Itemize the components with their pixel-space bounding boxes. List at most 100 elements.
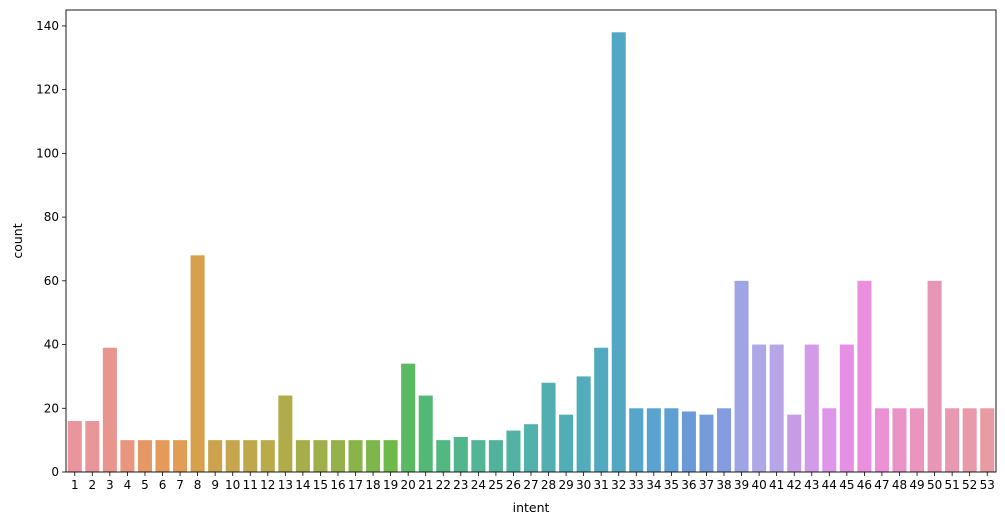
bar-25: [488, 440, 503, 472]
x-tick-label: 21: [418, 478, 433, 492]
bar-36: [681, 411, 696, 472]
x-tick-label: 12: [260, 478, 275, 492]
x-tick-label: 42: [787, 478, 802, 492]
bar-27: [523, 424, 539, 472]
x-tick-label: 51: [944, 478, 959, 492]
x-tick-label: 37: [699, 478, 714, 492]
y-tick-label: 40: [44, 338, 59, 352]
bar-41: [769, 344, 784, 472]
x-tick-label: 31: [594, 478, 609, 492]
x-axis-label: intent: [513, 500, 550, 515]
x-tick-label: 43: [804, 478, 819, 492]
bar-46: [857, 280, 872, 472]
x-tick-label: 44: [822, 478, 837, 492]
bar-15: [313, 440, 328, 472]
x-tick-label: 23: [453, 478, 468, 492]
bar-26: [506, 430, 521, 472]
bar-35: [664, 408, 679, 472]
y-tick-label: 80: [44, 210, 59, 224]
bar-28: [541, 382, 556, 472]
bar-42: [787, 414, 802, 472]
x-tick-label: 14: [295, 478, 310, 492]
bar-7: [173, 440, 188, 472]
x-tick-label: 29: [558, 478, 573, 492]
x-tick-label: 49: [909, 478, 924, 492]
bar-47: [874, 408, 889, 472]
bar-43: [804, 344, 819, 472]
x-tick-label: 48: [892, 478, 907, 492]
bar-22: [436, 440, 451, 472]
bar-53: [980, 408, 995, 472]
x-tick-label: 28: [541, 478, 556, 492]
x-tick-label: 2: [89, 478, 97, 492]
plot-frame: [65, 9, 997, 473]
x-tick-label: 32: [611, 478, 626, 492]
x-tick-label: 8: [194, 478, 202, 492]
bar-21: [418, 395, 433, 472]
bar-30: [576, 376, 591, 472]
x-tick-label: 6: [159, 478, 167, 492]
bar-17: [348, 440, 363, 472]
x-tick-label: 52: [962, 478, 977, 492]
x-tick-label: 5: [141, 478, 149, 492]
x-tick-label: 13: [278, 478, 293, 492]
x-tick-label: 41: [769, 478, 784, 492]
bar-37: [699, 414, 714, 472]
x-tick-label: 50: [927, 478, 942, 492]
bar-31: [594, 347, 609, 472]
x-tick-label: 9: [211, 478, 219, 492]
bar-32: [611, 32, 626, 473]
x-tick-label: 10: [225, 478, 240, 492]
y-axis-label: count: [10, 223, 25, 258]
bar-20: [401, 363, 416, 472]
x-ticks-group: 1 2 3 4 5 6 7 8 9 10 11 12 13 14 15 16 17 18 19 20 21 22 23 24 2…: [71, 472, 995, 492]
y-tick-label: 140: [36, 19, 59, 33]
bar-44: [822, 408, 837, 472]
x-tick-label: 36: [681, 478, 696, 492]
bar-52: [962, 408, 977, 472]
bar-18: [366, 440, 381, 472]
bar-49: [910, 408, 925, 472]
x-tick-label: 19: [383, 478, 398, 492]
x-tick-label: 25: [488, 478, 503, 492]
y-tick-label: 20: [44, 401, 59, 415]
bar-24: [471, 440, 486, 472]
x-tick-label: 47: [874, 478, 889, 492]
x-tick-label: 33: [629, 478, 644, 492]
x-tick-label: 27: [523, 478, 538, 492]
x-tick-label: 20: [401, 478, 416, 492]
bars-group: [67, 32, 995, 473]
y-tick-label: 60: [44, 274, 59, 288]
bar-48: [892, 408, 907, 472]
bar-1: [67, 421, 82, 472]
bar-11: [243, 440, 258, 472]
x-tick-label: 53: [980, 478, 995, 492]
x-tick-label: 26: [506, 478, 521, 492]
y-tick-label: 0: [51, 465, 59, 479]
x-tick-label: 16: [330, 478, 345, 492]
bar-16: [330, 440, 345, 472]
x-tick-label: 35: [664, 478, 679, 492]
bar-45: [839, 344, 854, 472]
bar-40: [752, 344, 767, 472]
bar-50: [927, 280, 942, 472]
bar-51: [945, 408, 960, 472]
x-tick-label: 34: [646, 478, 661, 492]
bar-39: [734, 280, 749, 472]
bar-29: [559, 414, 574, 472]
bar-19: [383, 440, 398, 472]
x-tick-label: 46: [857, 478, 872, 492]
bar-10: [225, 440, 240, 472]
x-tick-label: 39: [734, 478, 749, 492]
bar-12: [260, 440, 275, 472]
bar-14: [295, 440, 310, 472]
bar-23: [453, 436, 468, 472]
x-tick-label: 40: [751, 478, 766, 492]
bar-3: [102, 347, 117, 472]
x-tick-label: 1: [71, 478, 79, 492]
x-tick-label: 38: [716, 478, 731, 492]
x-tick-label: 11: [243, 478, 258, 492]
x-tick-label: 18: [365, 478, 380, 492]
bar-6: [155, 440, 170, 472]
